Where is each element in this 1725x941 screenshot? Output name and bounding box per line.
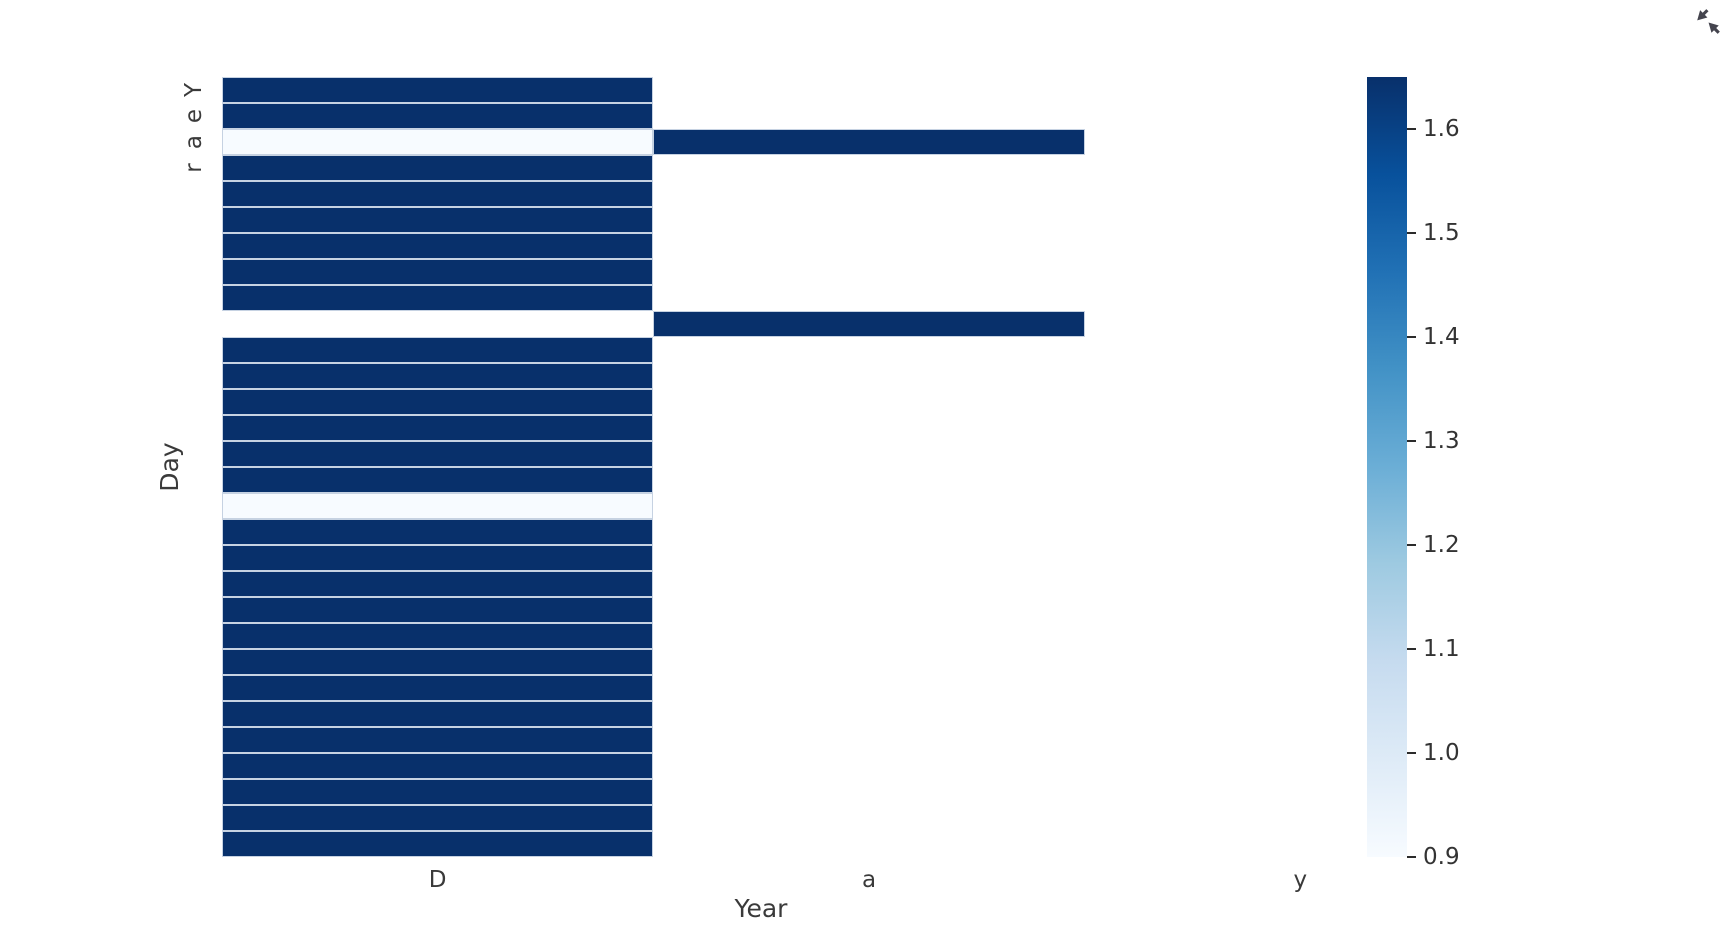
colorbar-tick-label: 1.0	[1423, 740, 1460, 766]
heatmap-cell	[223, 234, 653, 258]
heatmap-cell	[223, 364, 653, 388]
x-tick-label: y	[1293, 867, 1308, 893]
heatmap-cell	[654, 130, 1084, 154]
heatmap-cell	[223, 442, 653, 466]
colorbar-tick-mark	[1407, 856, 1416, 858]
y-tick-label: Y	[181, 82, 207, 98]
colorbar-tick-mark	[1407, 544, 1416, 546]
colorbar-tick: 1.4	[1407, 324, 1460, 350]
heatmap-cell	[223, 494, 653, 518]
y-tick-label: r	[181, 163, 207, 173]
heatmap-cell	[223, 728, 653, 752]
colorbar-tick: 1.2	[1407, 532, 1460, 558]
heatmap-grid	[222, 77, 1516, 857]
colorbar-tick-label: 1.2	[1423, 532, 1460, 558]
colorbar-tick-mark	[1407, 648, 1416, 650]
heatmap-cell	[223, 286, 653, 310]
heatmap-cell	[654, 312, 1084, 336]
colorbar-tick: 1.1	[1407, 636, 1460, 662]
heatmap-cell	[223, 832, 653, 856]
colorbar-tick-label: 0.9	[1423, 844, 1460, 870]
heatmap-cell	[223, 520, 653, 544]
heatmap-cell	[223, 572, 653, 596]
colorbar-tick: 1.6	[1407, 116, 1460, 142]
colorbar-tick-mark	[1407, 336, 1416, 338]
heatmap-cell	[223, 468, 653, 492]
colorbar-tick: 1.3	[1407, 428, 1460, 454]
heatmap-cell	[223, 624, 653, 648]
heatmap-cell	[223, 390, 653, 414]
y-axis-label: Day	[155, 442, 184, 492]
colorbar-tick: 0.9	[1407, 844, 1460, 870]
heatmap-cell	[223, 208, 653, 232]
colorbar-tick-mark	[1407, 440, 1416, 442]
heatmap-cell	[223, 104, 653, 128]
colorbar-tick-label: 1.4	[1423, 324, 1460, 350]
x-axis-label: Year	[734, 894, 788, 923]
heatmap-cell	[223, 754, 653, 778]
y-tick-label: e	[181, 108, 207, 124]
heatmap-cell	[223, 130, 653, 154]
heatmap-cell	[223, 780, 653, 804]
colorbar-tick-mark	[1407, 752, 1416, 754]
collapse-icon[interactable]	[1692, 6, 1725, 39]
heatmap-cell	[223, 546, 653, 570]
colorbar	[1367, 77, 1407, 857]
heatmap-cell	[223, 416, 653, 440]
colorbar-tick-label: 1.6	[1423, 116, 1460, 142]
heatmap-cell	[223, 78, 653, 102]
heatmap-cell	[223, 650, 653, 674]
colorbar-tick-mark	[1407, 232, 1416, 234]
x-tick-label: a	[861, 867, 877, 893]
heatmap-cell	[223, 676, 653, 700]
colorbar-tick-label: 1.3	[1423, 428, 1460, 454]
heatmap-cell	[223, 182, 653, 206]
heatmap-cell	[223, 702, 653, 726]
heatmap-cell	[223, 338, 653, 362]
colorbar-tick-mark	[1407, 128, 1416, 130]
heatmap-cell	[223, 260, 653, 284]
colorbar-tick-label: 1.1	[1423, 636, 1460, 662]
heatmap-cell	[223, 806, 653, 830]
heatmap-cell	[223, 156, 653, 180]
colorbar-tick: 1.5	[1407, 220, 1460, 246]
x-tick-label: D	[428, 867, 447, 893]
heatmap-cell	[223, 598, 653, 622]
y-tick-label: a	[181, 134, 207, 150]
colorbar-tick-label: 1.5	[1423, 220, 1460, 246]
colorbar-tick: 1.0	[1407, 740, 1460, 766]
